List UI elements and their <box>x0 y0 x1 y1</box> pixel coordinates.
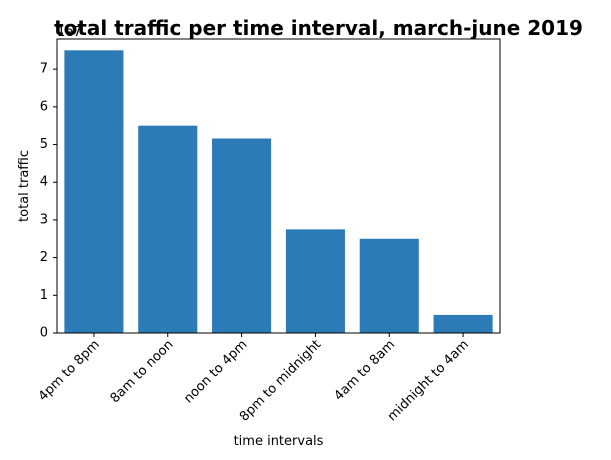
x-tick-label: noon to 4pm <box>181 337 250 406</box>
y-axis-label: total traffic <box>17 150 32 222</box>
y-tick-label: 4 <box>40 175 48 190</box>
bar-8pm-to-midnight <box>285 229 345 333</box>
y-ticks: 0 1 2 3 4 5 6 7 <box>40 62 57 341</box>
x-tick-label: 8am to noon <box>108 337 177 406</box>
x-axis-label: time intervals <box>234 434 324 449</box>
y-tick-label: 6 <box>40 99 48 114</box>
chart-title: total traffic per time interval, march-j… <box>54 16 583 40</box>
bars-layer <box>64 50 493 334</box>
y-offset-label: 1e7 <box>57 25 82 40</box>
y-tick-label: 7 <box>40 62 48 77</box>
bar-4pm-to-8pm <box>64 50 124 334</box>
bar-noon-to-4pm <box>212 138 272 333</box>
y-tick-label: 2 <box>40 250 48 265</box>
x-tick-label: 4pm to 8pm <box>36 337 103 404</box>
y-tick-label: 5 <box>40 137 48 152</box>
y-tick-label: 1 <box>40 288 48 303</box>
x-tick-label: 8pm to midnight <box>237 337 324 424</box>
x-tick-label: 4am to 8am <box>332 337 399 404</box>
bar-4am-to-8am <box>359 238 419 333</box>
plot-frame <box>56 38 501 334</box>
x-tick-label: midnight to 4am <box>385 337 472 424</box>
y-tick-label: 3 <box>40 212 48 227</box>
bar-midnight-to-4am <box>433 314 493 333</box>
bar-8am-to-noon <box>138 125 198 333</box>
y-tick-label: 0 <box>40 326 48 341</box>
